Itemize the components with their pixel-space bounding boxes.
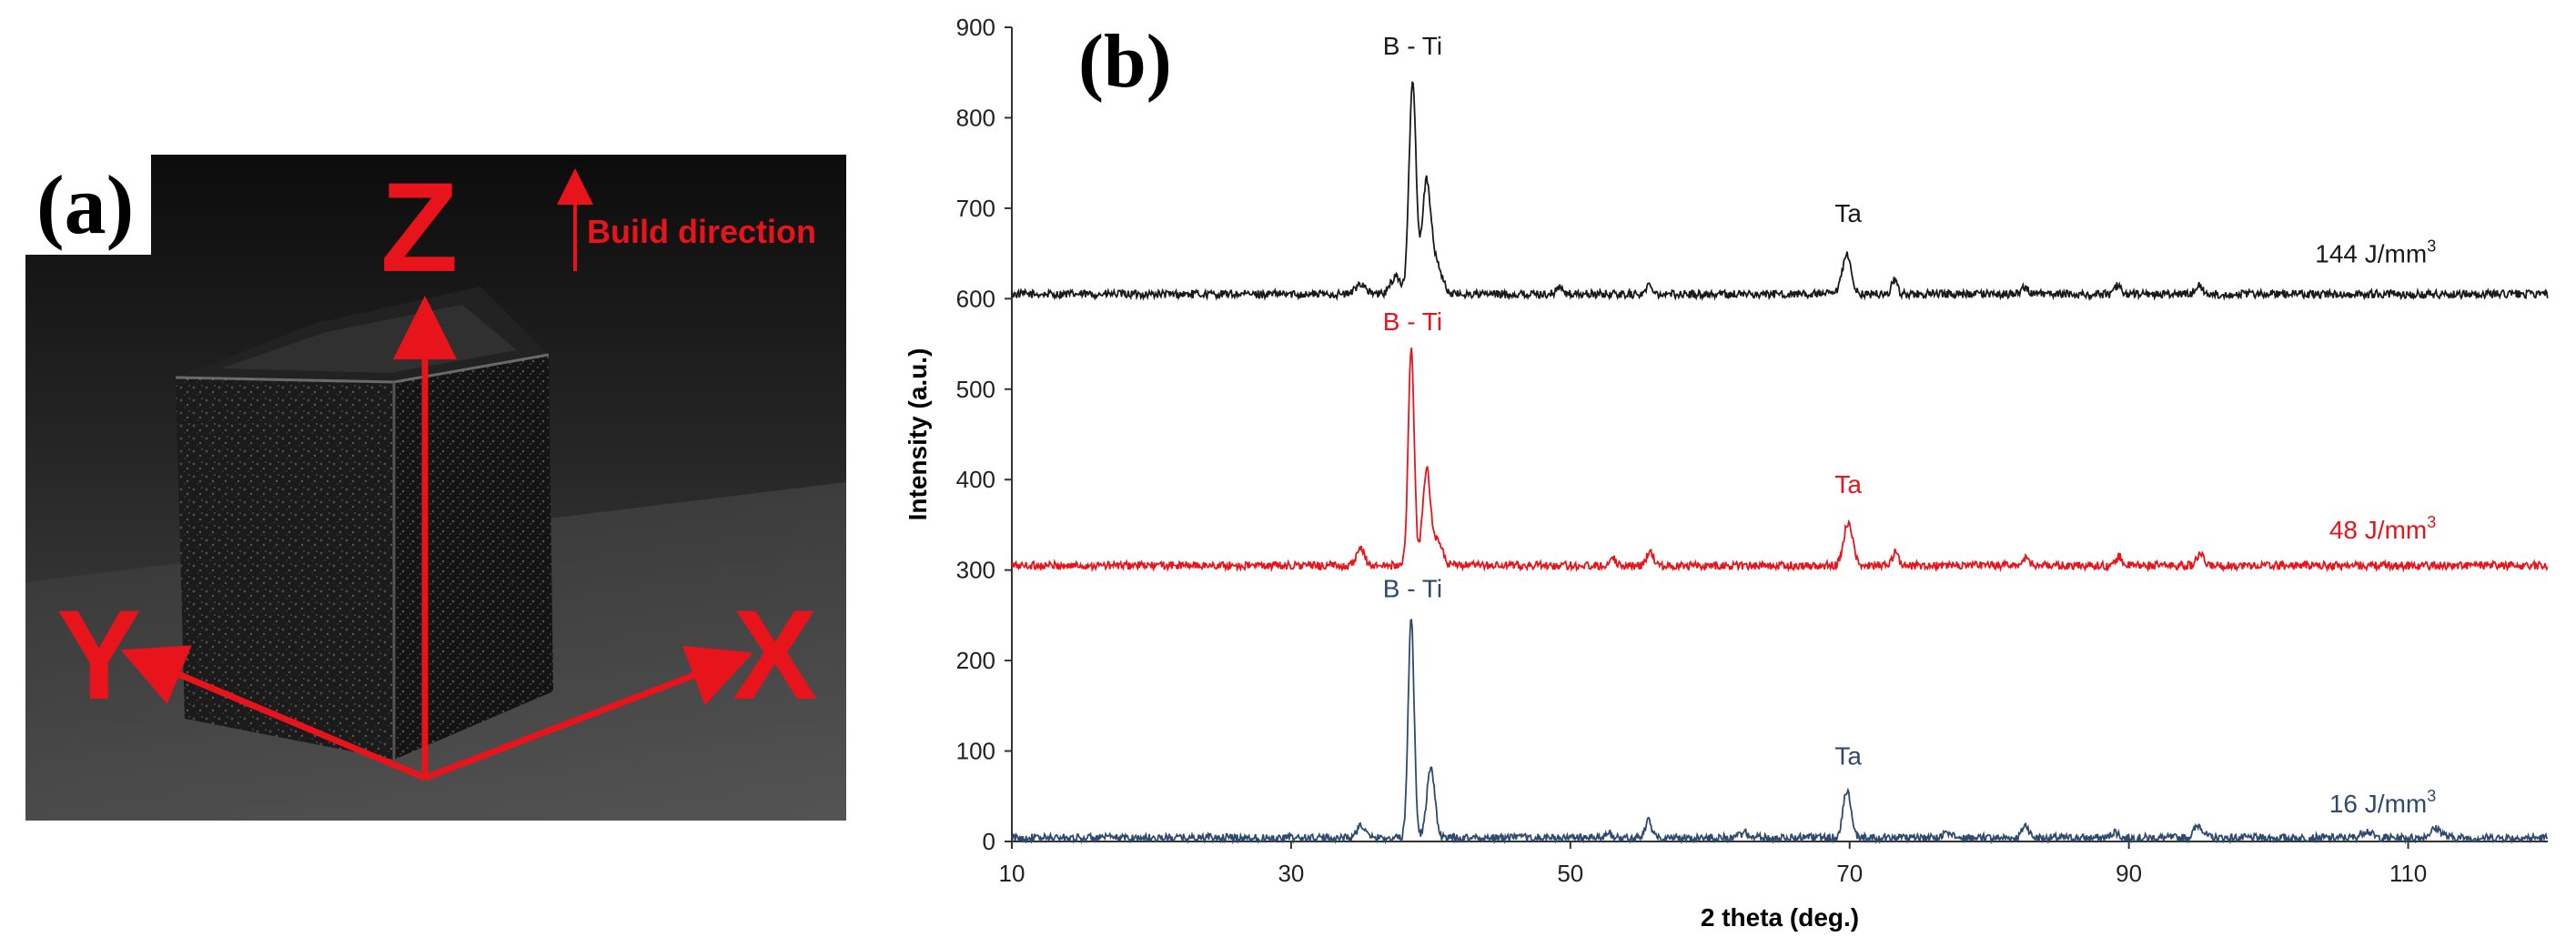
series-line-1 bbox=[1011, 348, 2549, 573]
panel-b-label: (b) bbox=[1078, 19, 1172, 104]
cube-left-face bbox=[176, 378, 394, 760]
cube-photograph bbox=[25, 155, 846, 821]
x-tick-label: 50 bbox=[1557, 860, 1583, 887]
x-tick-label: 10 bbox=[999, 860, 1025, 887]
series-label-1: 48 J/mm3 bbox=[2329, 513, 2436, 544]
panel-a-label: (a) bbox=[25, 155, 151, 255]
y-tick-label: 600 bbox=[956, 285, 995, 312]
chart-annotations: B - Ti Ta B - Ti Ta B - Ti Ta bbox=[1383, 32, 1863, 771]
series-label-text: 48 J/mm bbox=[2329, 516, 2427, 544]
x-tick-label: 70 bbox=[1836, 860, 1863, 887]
peak-annotation: Ta bbox=[1834, 470, 1862, 499]
peak-annotation: B - Ti bbox=[1383, 307, 1442, 336]
series-label-text: 144 J/mm bbox=[2315, 240, 2427, 268]
y-axis-title: Intensity (a.u.) bbox=[904, 348, 932, 521]
series-label-0: 144 J/mm3 bbox=[2315, 237, 2436, 268]
build-direction-label: Build direction bbox=[587, 213, 816, 250]
x-tick-label: 90 bbox=[2116, 860, 2142, 887]
y-tick-label: 700 bbox=[956, 195, 995, 222]
series-line-2 bbox=[1011, 618, 2549, 845]
series-label-text: 16 J/mm bbox=[2329, 790, 2427, 818]
cube-right-face bbox=[394, 355, 553, 760]
peak-annotation: Ta bbox=[1834, 741, 1862, 770]
y-tick-label: 900 bbox=[956, 14, 995, 41]
xrd-chart: 10 30 50 70 90 110 0 100 200 300 400 500 600 700 800 90… bbox=[904, 14, 2549, 932]
series-label-sup: 3 bbox=[2427, 787, 2436, 805]
y-tick-label: 800 bbox=[956, 104, 995, 131]
x-axis-title: 2 theta (deg.) bbox=[1701, 903, 1859, 932]
series-label-sup: 3 bbox=[2427, 237, 2436, 256]
series-label-2: 16 J/mm3 bbox=[2329, 787, 2436, 818]
series-label-sup: 3 bbox=[2427, 513, 2436, 531]
peak-annotation: Ta bbox=[1834, 199, 1862, 227]
chart-axes: 10 30 50 70 90 110 0 100 200 300 400 500 600 700 800 90… bbox=[904, 14, 2548, 932]
y-tick-label: 0 bbox=[983, 828, 995, 855]
y-axis-arrow bbox=[120, 645, 427, 781]
x-tick-label: 110 bbox=[2389, 860, 2427, 887]
y-tick-label: 500 bbox=[956, 376, 995, 403]
peak-annotation: B - Ti bbox=[1383, 32, 1442, 60]
series-line-0 bbox=[1011, 80, 2549, 302]
x-tick-label: 30 bbox=[1278, 860, 1304, 887]
y-tick-label: 300 bbox=[956, 557, 995, 584]
y-tick-label: 100 bbox=[956, 738, 995, 765]
y-tick-label: 400 bbox=[956, 466, 995, 493]
x-axis-label: X bbox=[732, 583, 818, 726]
y-axis-label: Y bbox=[56, 583, 142, 726]
x-axis-arrow bbox=[423, 645, 753, 781]
z-axis-label: Z bbox=[380, 156, 459, 298]
peak-annotation: B - Ti bbox=[1383, 575, 1442, 603]
y-tick-label: 200 bbox=[956, 647, 995, 674]
cube-illustration bbox=[25, 155, 846, 821]
